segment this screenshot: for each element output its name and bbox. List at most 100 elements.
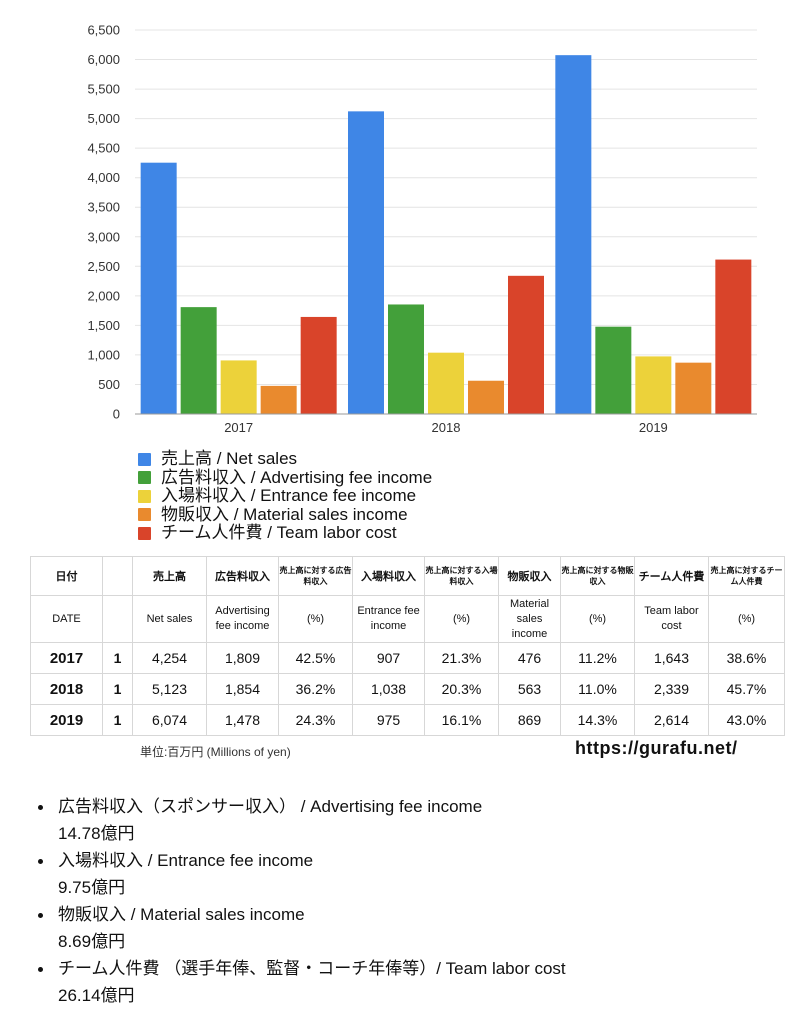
x-category-label: 2017 bbox=[224, 420, 253, 435]
legend-item-labor: チーム人件費 / Team labor cost bbox=[138, 524, 432, 543]
table-header-row-jp: 日付 売上高 広告料収入 売上高に対する広告料収入 入場料収入 売上高に対する入… bbox=[30, 556, 785, 596]
header-cell: Entrance fee income bbox=[352, 595, 425, 643]
table-cell: 1 bbox=[102, 704, 133, 736]
table-cell: 2019 bbox=[30, 704, 103, 736]
unit-note: 単位:百万円 (Millions of yen) bbox=[140, 745, 291, 759]
header-cell: 物販収入 bbox=[498, 556, 561, 596]
table-cell: 11.0% bbox=[560, 673, 635, 705]
x-axis-categories: 2017 2018 2019 bbox=[224, 420, 668, 435]
header-cell: 売上高 bbox=[132, 556, 207, 596]
table-cell: 907 bbox=[352, 642, 425, 674]
header-cell: (%) bbox=[424, 595, 499, 643]
note-label: チーム人件費 （選手年俸、監督・コーチ年俸等）/ Team labor cost bbox=[58, 959, 566, 978]
header-cell bbox=[102, 595, 133, 643]
bar-2017-0 bbox=[140, 162, 177, 414]
bar-2019-0 bbox=[555, 55, 592, 414]
list-item: 物販収入 / Material sales income 8.69億円 bbox=[38, 901, 566, 955]
legend-label: 入場料収入 / Entrance fee income bbox=[161, 486, 417, 506]
table-cell: 36.2% bbox=[278, 673, 353, 705]
bar-2018-2 bbox=[428, 352, 464, 414]
y-axis-ticks: 6,500 6,000 5,500 5,000 4,500 4,000 3,500 3,000… bbox=[87, 23, 120, 422]
table-cell: 1,478 bbox=[206, 704, 279, 736]
table-row: 2019 1 6,074 1,478 24.3% 975 16.1% 869 1… bbox=[30, 704, 785, 736]
table-cell: 21.3% bbox=[424, 642, 499, 674]
table-cell: 1 bbox=[102, 642, 133, 674]
legend-label: 物販収入 / Material sales income bbox=[161, 504, 408, 524]
y-tick-label: 2,500 bbox=[87, 259, 120, 274]
legend-swatch bbox=[138, 489, 151, 503]
chart-legend: 売上高 / Net sales 広告料収入 / Advertising fee … bbox=[138, 450, 432, 543]
header-cell: DATE bbox=[30, 595, 103, 643]
legend-label: チーム人件費 / Team labor cost bbox=[161, 523, 397, 543]
table-cell: 4,254 bbox=[132, 642, 207, 674]
x-category-label: 2019 bbox=[639, 420, 668, 435]
bar-2018-3 bbox=[468, 380, 504, 414]
bar-2018-0 bbox=[348, 111, 384, 414]
header-cell: 売上高に対する広告料収入 bbox=[278, 556, 353, 596]
table-cell: 45.7% bbox=[708, 673, 785, 705]
table-cell: 5,123 bbox=[132, 673, 207, 705]
table-row: 2017 1 4,254 1,809 42.5% 907 21.3% 476 1… bbox=[30, 642, 785, 674]
y-tick-label: 3,000 bbox=[87, 229, 120, 244]
note-amount: 14.78億円 bbox=[58, 824, 135, 843]
bar-2017-3 bbox=[260, 385, 297, 414]
table-cell: 2017 bbox=[30, 642, 103, 674]
bar-2019-4 bbox=[715, 259, 752, 414]
bar-2017-1 bbox=[180, 307, 217, 414]
table-cell: 1,643 bbox=[634, 642, 709, 674]
table-cell: 42.5% bbox=[278, 642, 353, 674]
table-cell: 38.6% bbox=[708, 642, 785, 674]
header-cell: 日付 bbox=[30, 556, 103, 596]
y-tick-label: 2,000 bbox=[87, 288, 120, 303]
grid-lines bbox=[135, 29, 757, 385]
y-tick-label: 0 bbox=[113, 407, 120, 422]
y-tick-label: 6,000 bbox=[87, 52, 120, 67]
table-cell: 1 bbox=[102, 673, 133, 705]
y-tick-label: 3,500 bbox=[87, 200, 120, 215]
note-amount: 9.75億円 bbox=[58, 878, 126, 897]
table-cell: 975 bbox=[352, 704, 425, 736]
table-cell: 16.1% bbox=[424, 704, 499, 736]
bullet-icon bbox=[38, 913, 43, 918]
table-cell: 11.2% bbox=[560, 642, 635, 674]
header-cell: 売上高に対するチーム人件費 bbox=[708, 556, 785, 596]
y-tick-label: 5,000 bbox=[87, 111, 120, 126]
bar-2017-4 bbox=[300, 316, 337, 414]
header-cell: 売上高に対する入場料収入 bbox=[424, 556, 499, 596]
legend-item-advertising: 広告料収入 / Advertising fee income bbox=[138, 467, 433, 488]
header-cell bbox=[102, 556, 133, 596]
table-cell: 476 bbox=[498, 642, 561, 674]
header-cell: チーム人件費 bbox=[634, 556, 709, 596]
bar-2019-2 bbox=[635, 356, 672, 414]
site-url-link[interactable]: https://gurafu.net/ bbox=[575, 738, 738, 758]
bar-2019-1 bbox=[595, 326, 632, 414]
header-cell: (%) bbox=[560, 595, 635, 643]
table-cell: 2,614 bbox=[634, 704, 709, 736]
table-row: 2018 1 5,123 1,854 36.2% 1,038 20.3% 563… bbox=[30, 673, 785, 705]
note-label: 広告料収入（スポンサー収入） / Advertising fee income bbox=[58, 797, 483, 816]
x-category-label: 2018 bbox=[432, 420, 461, 435]
y-tick-label: 5,500 bbox=[87, 82, 120, 97]
bars bbox=[140, 55, 752, 414]
table-cell: 563 bbox=[498, 673, 561, 705]
y-tick-label: 500 bbox=[98, 377, 120, 392]
table-cell: 43.0% bbox=[708, 704, 785, 736]
notes-list: 広告料収入（スポンサー収入） / Advertising fee income … bbox=[38, 793, 566, 1009]
legend-item-net-sales: 売上高 / Net sales bbox=[138, 450, 432, 469]
y-tick-label: 4,500 bbox=[87, 141, 120, 156]
table-cell: 1,038 bbox=[352, 673, 425, 705]
legend-label: 広告料収入 / Advertising fee income bbox=[161, 467, 433, 487]
header-cell: 広告料収入 bbox=[206, 556, 279, 596]
table-cell: 2,339 bbox=[634, 673, 709, 705]
note-label: 入場料収入 / Entrance fee income bbox=[58, 851, 314, 870]
legend-item-material: 物販収入 / Material sales income bbox=[138, 504, 432, 525]
bullet-icon bbox=[38, 805, 43, 810]
y-tick-label: 4,000 bbox=[87, 170, 120, 185]
y-tick-label: 1,000 bbox=[87, 347, 120, 362]
bar-2018-1 bbox=[388, 304, 424, 414]
legend-swatch bbox=[138, 471, 151, 485]
bar-2017-2 bbox=[220, 360, 257, 414]
header-cell: (%) bbox=[708, 595, 785, 643]
y-tick-label: 6,500 bbox=[87, 23, 120, 38]
table-cell: 14.3% bbox=[560, 704, 635, 736]
